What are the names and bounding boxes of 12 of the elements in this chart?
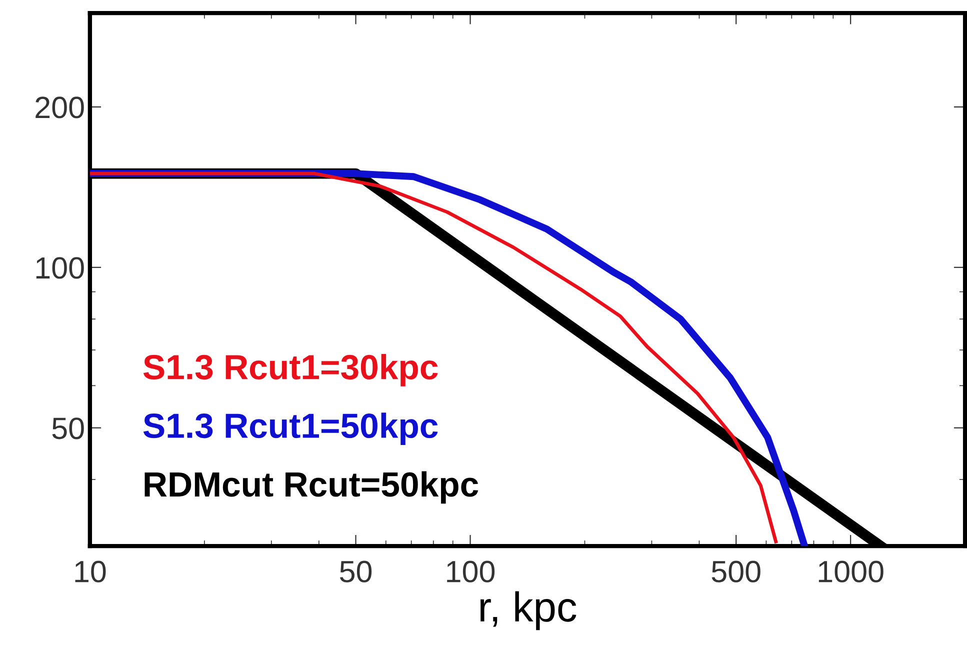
text: RDMcut Rcut=50kpc	[144, 471, 478, 504]
x-tick-label: 50	[340, 560, 372, 582]
y-tick-label: 100	[36, 257, 84, 279]
y-tick-label: 200	[36, 96, 84, 118]
x-tick-label: 100	[447, 560, 495, 582]
x-tick-label: 10	[75, 560, 106, 582]
y-tick-label: 50	[52, 418, 84, 440]
x-axis-title: r, kpc	[480, 591, 576, 630]
text: S1.3 Rcut1=30kpc	[143, 354, 438, 386]
x-tick-label: 500	[712, 560, 760, 582]
text: S1.3 Rcut1=50kpc	[143, 412, 438, 446]
x-tick-label: 1000	[818, 560, 884, 582]
